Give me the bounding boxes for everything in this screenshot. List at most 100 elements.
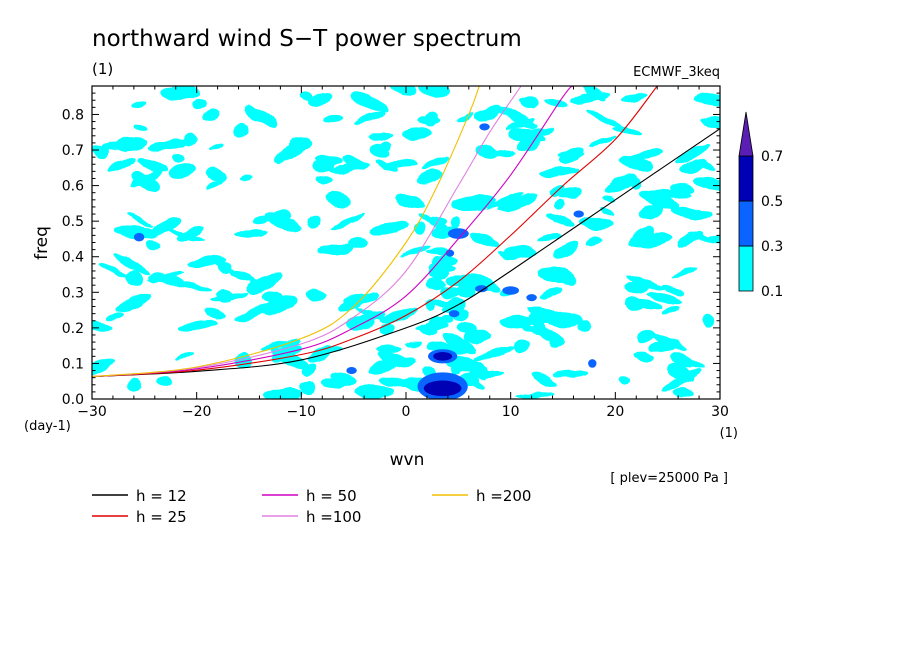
contour-patch — [428, 262, 443, 276]
contour-patch — [672, 266, 698, 279]
contour-patch — [547, 266, 576, 285]
contour-patch — [105, 312, 125, 320]
colorbar-label: 0.5 — [761, 194, 783, 210]
contour-patch — [376, 344, 401, 352]
contour-patch — [206, 180, 224, 190]
contour-patch — [531, 372, 556, 387]
x-tick-label: −20 — [182, 404, 212, 420]
x-tick-label: 30 — [711, 404, 729, 420]
colorbar-segment — [738, 200, 754, 247]
contour-patch — [206, 166, 227, 182]
contour-patch — [116, 293, 151, 313]
contour-patch — [417, 116, 441, 125]
legend: h = 12 h = 25 h = 50 h =100 h =200 — [92, 487, 531, 526]
spectral-peak — [502, 286, 520, 295]
dispersion-curve-h25 — [92, 86, 658, 378]
contour-patch — [553, 198, 565, 209]
contour-patch — [440, 286, 461, 298]
x-unit-label: (1) — [720, 426, 738, 441]
contour-patch — [605, 174, 637, 194]
x-tick-label: 0 — [402, 404, 411, 420]
contour-patch — [634, 352, 654, 362]
contour-patch — [126, 271, 144, 286]
contour-patch — [382, 141, 393, 151]
contour-patch — [190, 98, 207, 109]
contour-patch — [587, 236, 602, 247]
contour-patch — [674, 143, 710, 165]
legend-label-h200: h =200 — [476, 487, 531, 505]
contour-patch — [534, 327, 563, 342]
contour-patch — [624, 279, 649, 293]
contour-patch — [648, 189, 690, 199]
contour-patch — [263, 387, 304, 399]
contour-patch — [127, 377, 141, 393]
contour-patch — [455, 284, 477, 298]
contour-patch — [331, 213, 367, 231]
contour-patch — [327, 192, 350, 208]
contour-patch — [588, 135, 617, 147]
y-tick-label: 0.7 — [62, 143, 84, 159]
contour-patch — [175, 351, 194, 360]
contour-patch — [148, 139, 189, 151]
contour-patch — [113, 254, 150, 275]
contour-patch — [496, 250, 519, 259]
contour-patch — [160, 86, 201, 100]
contour-patch — [519, 95, 539, 109]
contour-patch — [245, 106, 278, 127]
contour-patch — [211, 261, 236, 274]
contour-patch — [685, 210, 715, 220]
contour-patch — [539, 287, 562, 300]
contour-patch — [183, 131, 199, 146]
contour-patch — [367, 132, 393, 142]
contour-patch — [201, 107, 220, 123]
dispersion-curve-h12 — [92, 128, 720, 378]
contour-patch — [206, 144, 225, 152]
contour-patch — [205, 307, 228, 320]
contour-patch — [559, 187, 584, 200]
contour-patch — [661, 306, 681, 315]
contour-patch — [92, 321, 114, 332]
y-tick-label: 0.2 — [62, 321, 84, 337]
contour-patch — [369, 221, 409, 237]
contour-patch — [602, 195, 617, 203]
contour-patch — [173, 153, 184, 163]
x-tick-label: −30 — [77, 404, 107, 420]
y-tick-label: 0.1 — [62, 356, 84, 372]
contour-patch — [169, 163, 197, 179]
x-tick-label: 20 — [606, 404, 624, 420]
contour-patch — [639, 204, 663, 221]
contour-patch — [316, 243, 355, 256]
contour-patch — [262, 212, 302, 233]
contour-patch — [451, 361, 462, 375]
x-tick-label: −10 — [287, 404, 317, 420]
spectral-peak — [433, 352, 453, 361]
contour-patch — [634, 227, 653, 242]
contour-patch — [686, 232, 720, 243]
chart-subtitle-left: (1) — [92, 60, 113, 78]
spectral-peak — [448, 310, 460, 318]
contour-patch — [400, 246, 431, 258]
contour-patch — [457, 321, 478, 334]
contour-patch — [156, 375, 173, 388]
contour-patch — [100, 141, 139, 152]
contour-patch — [551, 370, 588, 378]
contour-patch — [130, 100, 146, 110]
contour-patch — [347, 237, 368, 249]
contour-patch — [545, 97, 568, 107]
contour-patch — [537, 233, 563, 242]
contour-patch — [355, 310, 386, 324]
colorbar: 0.1 0.3 0.5 0.7 — [738, 111, 783, 300]
contour-patch — [497, 193, 538, 212]
y-tick-label: 0.0 — [62, 392, 84, 408]
contour-patch — [485, 105, 502, 115]
colorbar-label: 0.3 — [761, 239, 783, 255]
dispersion-curve-h50 — [92, 86, 574, 378]
contour-patch — [476, 144, 500, 159]
contour-patch — [521, 323, 535, 332]
contour-patch — [672, 388, 694, 398]
contour-patch — [299, 380, 316, 394]
dispersion-curve-h200 — [92, 86, 480, 378]
x-axis-label: wvn — [390, 450, 425, 470]
contour-patch — [150, 274, 186, 286]
spectral-peak — [526, 294, 537, 302]
